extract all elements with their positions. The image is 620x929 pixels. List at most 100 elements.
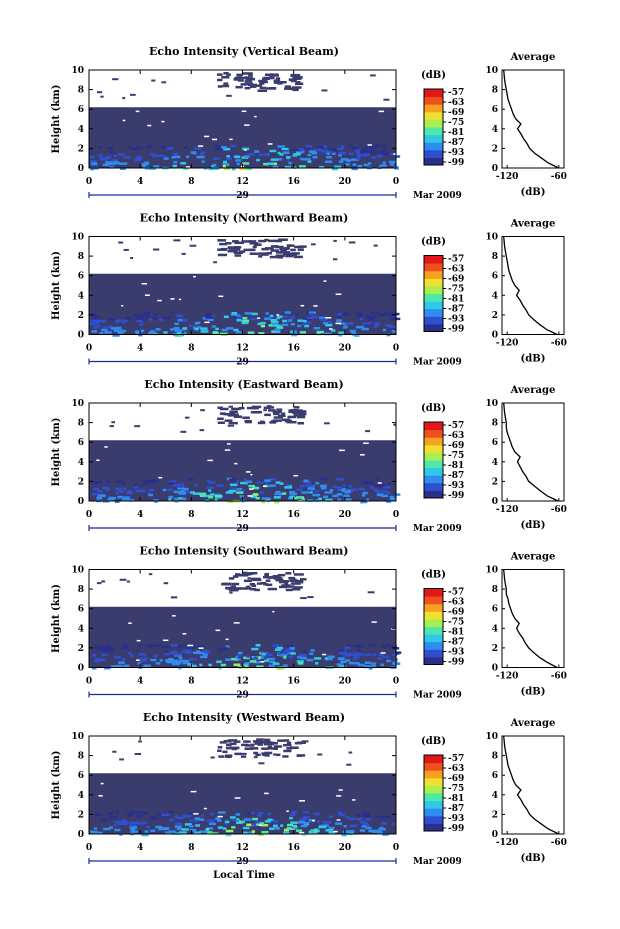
data-gap [313, 305, 318, 307]
average-y-tick-label: 6 [492, 105, 498, 115]
boundary-echo [289, 492, 297, 496]
sparse-echo [332, 258, 338, 261]
upper-echo [245, 585, 251, 589]
boundary-echo [295, 313, 299, 316]
boundary-echo [105, 161, 113, 164]
boundary-echo [96, 490, 103, 493]
upper-echo [232, 575, 239, 578]
boundary-echo [275, 490, 281, 494]
data-gap [300, 304, 305, 307]
x-tick-label: 12 [236, 677, 249, 687]
boundary-echo [189, 828, 197, 832]
upper-echo [296, 741, 306, 744]
boundary-echo [325, 657, 333, 661]
boundary-echo [269, 314, 274, 318]
boundary-echo [364, 661, 371, 665]
boundary-echo [220, 647, 228, 650]
boundary-echo [251, 312, 258, 316]
boundary-echo [180, 490, 185, 493]
boundary-echo [361, 327, 369, 331]
upper-echo [217, 749, 222, 753]
boundary-echo [182, 327, 188, 330]
sparse-echo [213, 261, 217, 264]
boundary-echo [177, 644, 185, 648]
boundary-echo [200, 818, 205, 822]
boundary-echo [205, 650, 211, 654]
average-y-tick-label: 8 [492, 86, 498, 96]
boundary-echo [146, 145, 152, 148]
boundary-echo [94, 658, 99, 661]
y-tick-label: 8 [78, 252, 84, 262]
boundary-echo [142, 833, 149, 837]
boundary-echo [239, 495, 244, 498]
boundary-echo [211, 165, 215, 168]
average-y-tick-label: 2 [492, 477, 498, 487]
colorbar-tick-label: -75 [448, 618, 464, 628]
boundary-echo [196, 155, 205, 159]
colorbar-tick-label: -63 [448, 764, 464, 774]
colorbar-swatch [424, 770, 443, 779]
boundary-echo [165, 644, 171, 648]
boundary-echo [367, 815, 371, 818]
upper-echo [281, 418, 291, 422]
boundary-echo [245, 480, 253, 484]
boundary-echo [284, 165, 292, 169]
boundary-echo [272, 662, 280, 665]
sparse-echo [263, 409, 267, 412]
boundary-echo [93, 316, 100, 319]
heatmap [89, 571, 402, 670]
boundary-echo [377, 483, 385, 487]
sparse-echo [229, 591, 233, 594]
upper-echo [273, 745, 283, 748]
boundary-echo [379, 164, 387, 167]
boundary-echo [153, 165, 160, 168]
sparse-echo [273, 79, 281, 82]
boundary-echo [293, 824, 298, 828]
sparse-echo [274, 73, 279, 76]
boundary-echo [194, 327, 199, 331]
boundary-echo [382, 655, 389, 659]
boundary-echo [163, 652, 170, 656]
boundary-echo [390, 152, 397, 156]
boundary-echo [115, 320, 120, 324]
data-gap [203, 807, 207, 810]
boundary-echo [146, 825, 151, 829]
upper-echo [233, 740, 241, 743]
colorbar-tick-label: -99 [448, 824, 464, 834]
boundary-echo [342, 484, 346, 488]
upper-echo [232, 248, 241, 251]
boundary-echo [144, 830, 149, 833]
x-tick-label: 0 [86, 843, 92, 853]
boundary-echo [383, 311, 391, 315]
colorbar-swatch [424, 255, 443, 264]
boundary-echo [241, 319, 250, 323]
sparse-echo [317, 753, 323, 756]
upper-echo [251, 584, 257, 587]
boundary-echo [97, 494, 105, 497]
boundary-echo [169, 651, 178, 655]
data-gap [135, 110, 140, 113]
average-x-tick-label: -120 [496, 672, 519, 682]
x-tick-label: 0 [86, 177, 92, 187]
boundary-echo [205, 316, 213, 319]
data-gap [170, 298, 175, 300]
boundary-echo [286, 823, 294, 827]
boundary-echo [140, 657, 148, 661]
boundary-echo [178, 659, 184, 663]
upper-echo [280, 248, 285, 252]
colorbar-swatch [424, 785, 443, 794]
boundary-echo [272, 165, 279, 169]
data-gap [260, 661, 265, 663]
upper-echo [225, 743, 232, 747]
boundary-echo [334, 165, 342, 169]
boundary-echo [364, 315, 372, 318]
day-label: 29 [236, 857, 249, 867]
upper-echo [266, 576, 273, 579]
upper-echo [273, 412, 280, 416]
boundary-echo [338, 154, 342, 157]
boundary-echo [363, 812, 371, 815]
upper-echo [253, 243, 260, 247]
boundary-echo [172, 164, 178, 168]
boundary-echo [214, 498, 218, 501]
upper-echo [291, 86, 302, 89]
